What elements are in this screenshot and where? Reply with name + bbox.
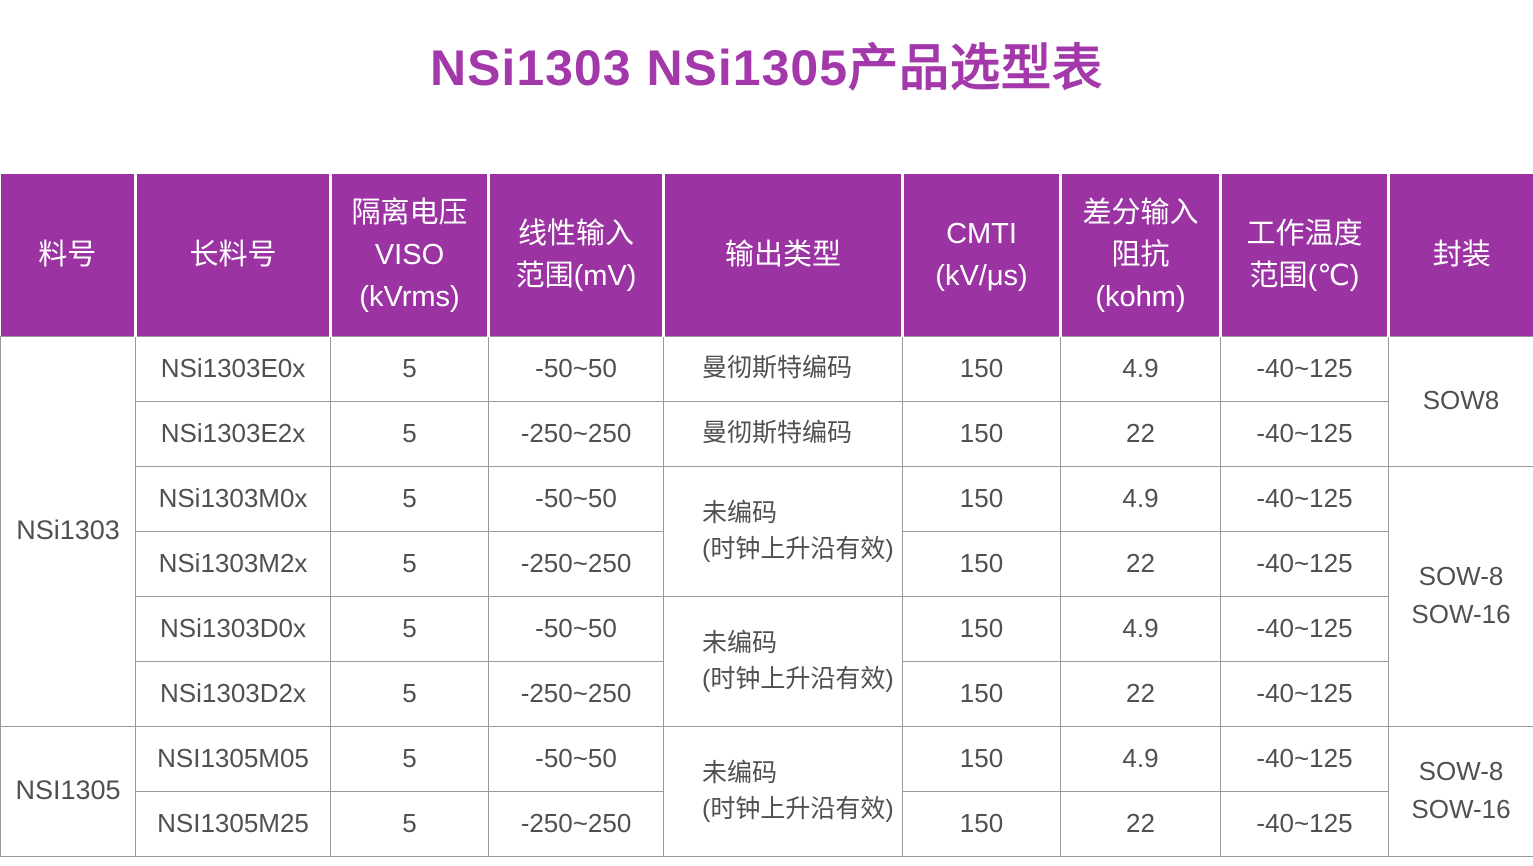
input-range-cell: -50~50: [488, 465, 664, 532]
input-range-cell: -250~250: [488, 530, 664, 597]
impedance-cell: 4.9: [1060, 725, 1221, 792]
part-group-cell: NSI1305: [0, 725, 136, 857]
col-header-part: 料号: [0, 174, 137, 336]
table-row: NSi1303M0x 5 -50~50 未编码 (时钟上升沿有效) 150 4.…: [1, 465, 1533, 727]
input-range-cell: -50~50: [488, 725, 664, 792]
package-cell: SOW-8 SOW-16: [1388, 465, 1533, 727]
table-row: NSI1305 NSI1305M05 5 -50~50 未编码 (时钟上升沿有效…: [0, 725, 1533, 857]
product-selection-table: 料号 长料号 隔离电压 VISO (kVrms) 线性输入 范围(mV) 输出类…: [0, 174, 1533, 857]
viso-cell: 5: [330, 660, 489, 727]
cmti-cell: 150: [902, 725, 1061, 792]
long-part-cell: NSi1303D2x: [135, 660, 331, 727]
table-header-row: 料号 长料号 隔离电压 VISO (kVrms) 线性输入 范围(mV) 输出类…: [0, 174, 1533, 336]
output-type-cell: 曼彻斯特编码: [663, 335, 903, 402]
cmti-cell: 150: [902, 595, 1061, 662]
col-header-temp-range: 工作温度 范围(℃): [1220, 174, 1390, 336]
input-range-cell: -250~250: [488, 790, 664, 857]
output-type-cell: 未编码 (时钟上升沿有效): [663, 595, 903, 727]
temp-range-cell: -40~125: [1220, 790, 1389, 857]
temp-range-cell: -40~125: [1220, 660, 1389, 727]
impedance-cell: 4.9: [1060, 595, 1221, 662]
impedance-cell: 4.9: [1060, 335, 1221, 402]
col-header-cmti: CMTI (kV/μs): [902, 174, 1062, 336]
page: NSi1303 NSi1305产品选型表 料号 长料号 隔离电压 VISO (k…: [0, 34, 1533, 866]
temp-range-cell: -40~125: [1220, 400, 1389, 467]
table-row: NSi1303D2x 5 -250~250 150 22 -40~125: [1, 660, 1533, 727]
page-title: NSi1303 NSi1305产品选型表: [429, 40, 1104, 96]
table-row: NSi1303M2x 5 -250~250 150 22 -40~125: [1, 530, 1533, 597]
col-header-package: 封装: [1388, 174, 1533, 336]
viso-cell: 5: [330, 595, 489, 662]
col-header-output-type: 输出类型: [663, 174, 904, 336]
impedance-cell: 22: [1060, 400, 1221, 467]
viso-cell: 5: [330, 790, 489, 857]
table-row: NSI1305M25 5 -250~250 150 22 -40~125: [1, 790, 1533, 857]
impedance-cell: 22: [1060, 660, 1221, 727]
package-cell: SOW-8 SOW-16: [1388, 725, 1533, 857]
cmti-cell: 150: [902, 400, 1061, 467]
impedance-cell: 22: [1060, 530, 1221, 597]
cmti-cell: 150: [902, 790, 1061, 857]
cmti-cell: 150: [902, 530, 1061, 597]
temp-range-cell: -40~125: [1220, 335, 1389, 402]
output-type-cell: 未编码 (时钟上升沿有效): [663, 465, 903, 597]
viso-cell: 5: [330, 335, 489, 402]
col-header-impedance: 差分输入 阻抗 (kohm): [1060, 174, 1222, 336]
long-part-cell: NSi1303M2x: [135, 530, 331, 597]
col-header-long-part: 长料号: [135, 174, 332, 336]
table-row: NSi1303E2x 5 -250~250 曼彻斯特编码 150 22 -40~…: [1, 400, 1533, 467]
output-type-cell: 曼彻斯特编码: [663, 400, 903, 467]
temp-range-cell: -40~125: [1220, 465, 1389, 532]
long-part-cell: NSI1305M25: [135, 790, 331, 857]
output-type-cell: 未编码 (时钟上升沿有效): [663, 725, 903, 857]
col-header-input-range: 线性输入 范围(mV): [488, 174, 665, 336]
long-part-cell: NSi1303E2x: [135, 400, 331, 467]
viso-cell: 5: [330, 530, 489, 597]
long-part-cell: NSi1303M0x: [135, 465, 331, 532]
table-row: NSi1303D0x 5 -50~50 未编码 (时钟上升沿有效) 150 4.…: [1, 595, 1533, 727]
viso-cell: 5: [330, 400, 489, 467]
temp-range-cell: -40~125: [1220, 595, 1389, 662]
long-part-cell: NSI1305M05: [135, 725, 331, 792]
input-range-cell: -50~50: [488, 595, 664, 662]
viso-cell: 5: [330, 465, 489, 532]
input-range-cell: -50~50: [488, 335, 664, 402]
cmti-cell: 150: [902, 660, 1061, 727]
cmti-cell: 150: [902, 335, 1061, 402]
input-range-cell: -250~250: [488, 400, 664, 467]
table-row: NSi1303 NSi1303E0x 5 -50~50 曼彻斯特编码 150 4…: [0, 335, 1533, 727]
long-part-cell: NSi1303E0x: [135, 335, 331, 402]
impedance-cell: 22: [1060, 790, 1221, 857]
input-range-cell: -250~250: [488, 660, 664, 727]
temp-range-cell: -40~125: [1220, 530, 1389, 597]
viso-cell: 5: [330, 725, 489, 792]
temp-range-cell: -40~125: [1220, 725, 1389, 792]
cmti-cell: 150: [902, 465, 1061, 532]
col-header-viso: 隔离电压 VISO (kVrms): [330, 174, 490, 336]
part-group-cell: NSi1303: [0, 335, 136, 727]
long-part-cell: NSi1303D0x: [135, 595, 331, 662]
impedance-cell: 4.9: [1060, 465, 1221, 532]
package-cell: SOW8: [1388, 335, 1533, 467]
